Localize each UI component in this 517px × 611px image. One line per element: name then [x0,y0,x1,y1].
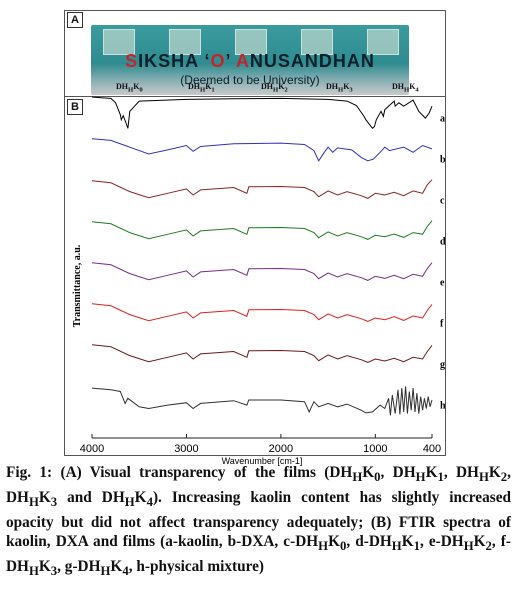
series-label-a: a [440,114,445,125]
x-tick-label: 4000 [80,443,104,455]
x-tick-label: 1000 [363,443,387,455]
series-line-e [91,262,433,281]
film-sample [169,29,201,55]
y-axis-title: Transmittance, a.u. [72,244,83,327]
series-line-a [91,96,433,130]
series-label-e: e [440,278,445,289]
series-layer [91,96,433,416]
series-label-b: b [440,155,446,166]
x-tick-label: 2000 [269,443,293,455]
series-label-h: h [440,401,446,412]
panel-a: SIKSHA ‘O’ ANUSANDHAN (Deemed to be Univ… [64,10,446,98]
caption-fig-number: Fig. 1: [6,464,53,481]
film-sample [103,29,135,55]
film-label-0: DHHK0 [116,82,143,94]
x-tick-label: 3000 [174,443,198,455]
series-line-f [91,303,433,322]
series-line-b [91,138,433,162]
series-label-f: f [440,319,444,330]
axis-layer: 4000 3000 2000 1000 400 Wavenumber [cm-1] Tran… [72,244,441,466]
x-axis-title: Wavenumber [cm-1] [222,456,303,466]
film-sample [367,29,399,55]
film-labels-row: DHHK0 DHHK1 DHHK2 DHHK3 DHHK4 [100,82,460,94]
caption-text: (A) Visual transparency of the films (DH… [6,464,511,579]
film-label-4: DHHK4 [392,82,419,94]
panel-b-label: B [67,99,83,115]
series-labels-layer: a b c d e f g h [440,114,446,412]
series-line-c [91,179,433,199]
panel-a-label: A [67,12,83,28]
film-sample [301,29,333,55]
films-photo: SIKSHA ‘O’ ANUSANDHAN (Deemed to be Univ… [91,25,409,95]
panel-b [64,96,446,456]
film-sample [235,29,267,55]
series-line-d [91,220,433,240]
film-label-3: DHHK3 [326,82,353,94]
series-label-g: g [440,360,445,371]
film-label-2: DHHK2 [261,82,288,94]
banner-university-name: SIKSHA ‘O’ ANUSANDHAN [125,51,375,71]
ftir-chart: 4000 3000 2000 1000 400 Wavenumber [cm-1] Tran… [72,96,446,466]
series-label-c: c [440,196,445,207]
figure-caption: Fig. 1: (A) Visual transparency of the f… [6,463,511,582]
series-line-h [91,386,433,416]
series-line-g [91,344,433,363]
film-label-1: DHHK1 [188,82,215,94]
series-label-d: d [440,237,446,248]
banner-subtitle: (Deemed to be University) [180,73,320,87]
x-tick-label: 400 [423,443,441,455]
